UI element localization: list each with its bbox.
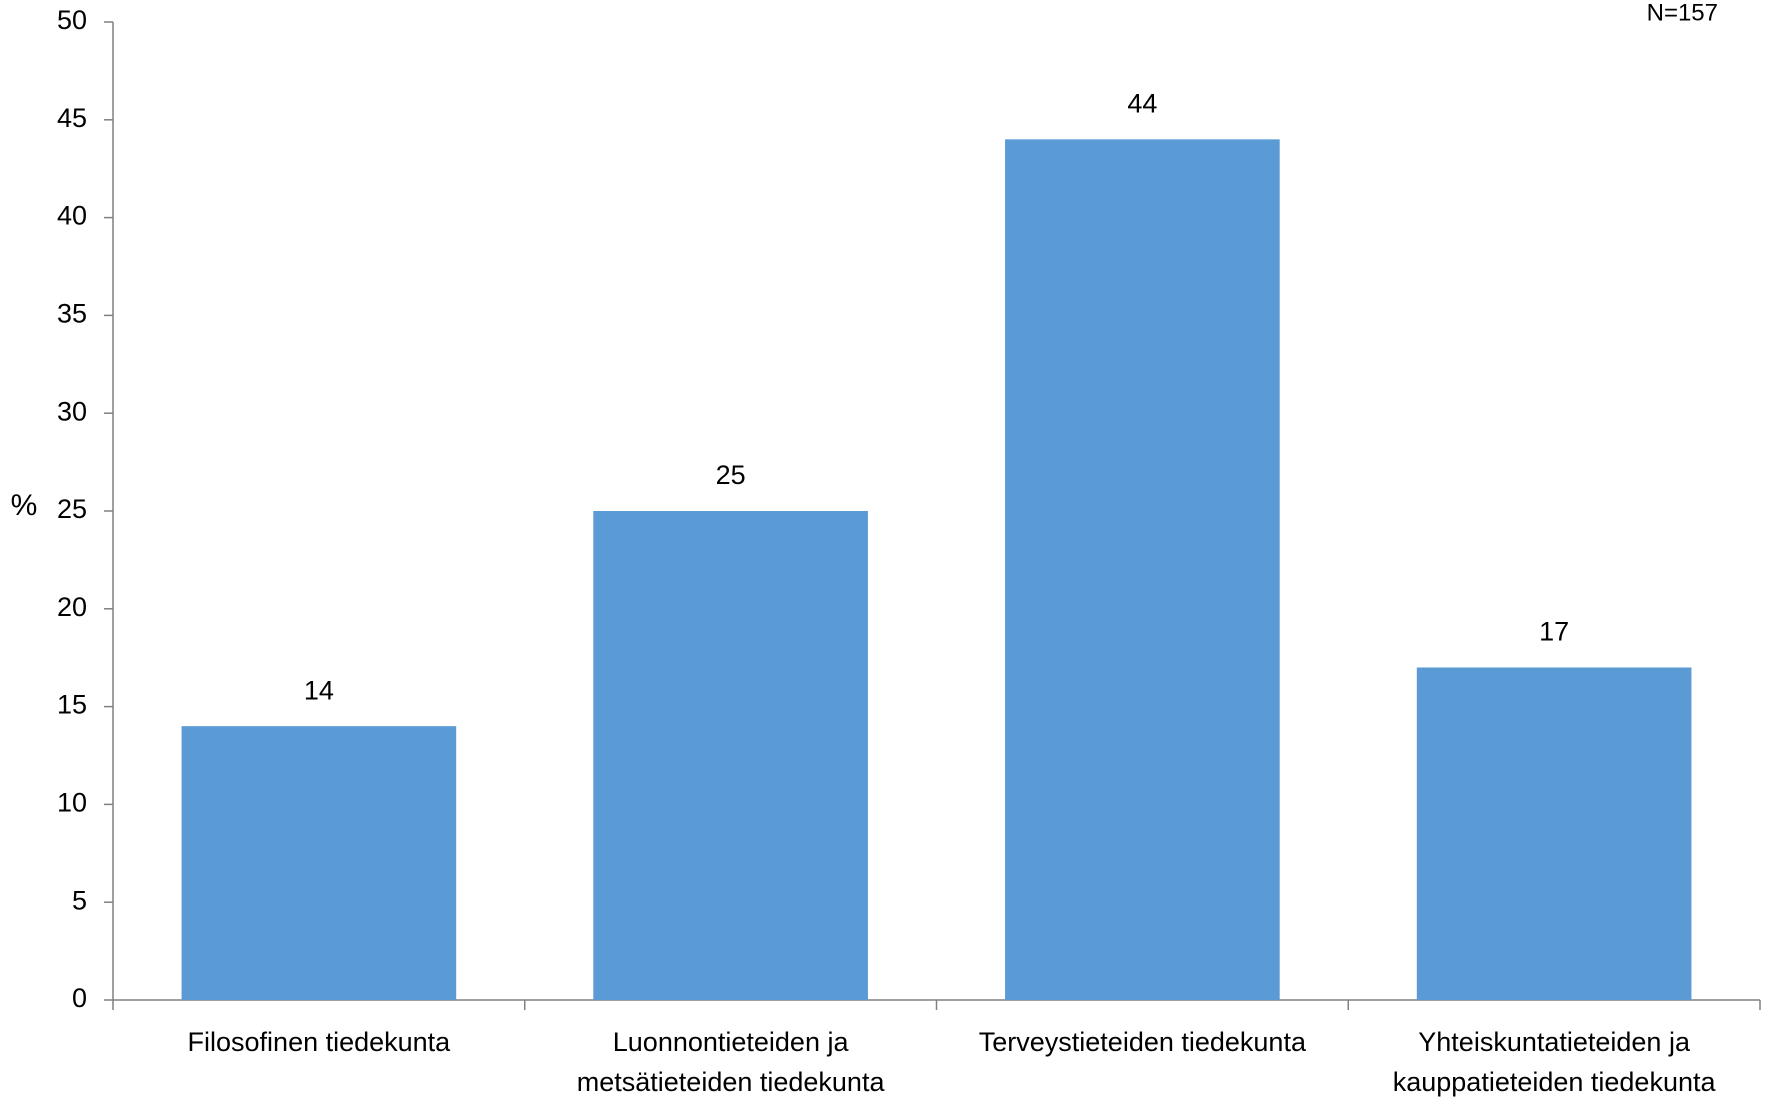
y-tick-label: 10: [57, 788, 87, 818]
data-label: 14: [304, 675, 334, 705]
y-tick-label: 20: [57, 592, 87, 622]
bar: [181, 726, 457, 1000]
y-tick-label: 50: [57, 5, 87, 35]
bar: [1005, 139, 1280, 1001]
bars: [181, 139, 1692, 1001]
data-label: 44: [1127, 88, 1157, 118]
labels: 14 Filosofinen tiedekunta 25 Luonnontieteid…: [188, 88, 1717, 1097]
y-tick-label: 45: [57, 103, 87, 133]
data-label: 17: [1539, 617, 1569, 647]
y-tick-label: 40: [57, 201, 87, 231]
category-label: Filosofinen tiedekunta: [188, 1027, 452, 1057]
y-tick-label: 30: [57, 396, 87, 426]
y-axis-label: %: [11, 489, 38, 522]
sample-size-note: N=157: [1647, 0, 1718, 26]
y-tick-label: 0: [72, 983, 87, 1013]
category-label: Yhteiskuntatieteiden ja: [1418, 1027, 1691, 1057]
bar: [593, 511, 868, 1000]
category-label: kauppatieteiden tiedekunta: [1393, 1067, 1717, 1097]
y-tick-label: 35: [57, 299, 87, 329]
data-label: 25: [716, 460, 746, 490]
category-label: metsätieteiden tiedekunta: [577, 1067, 886, 1097]
y-tick-label: 25: [57, 494, 87, 524]
bar: [1416, 667, 1692, 1000]
category-label: Terveystieteiden tiedekunta: [979, 1027, 1307, 1057]
category-label: Luonnontieteiden ja: [613, 1027, 850, 1057]
y-tick-label: 5: [72, 885, 87, 915]
y-tick-label: 15: [57, 690, 87, 720]
